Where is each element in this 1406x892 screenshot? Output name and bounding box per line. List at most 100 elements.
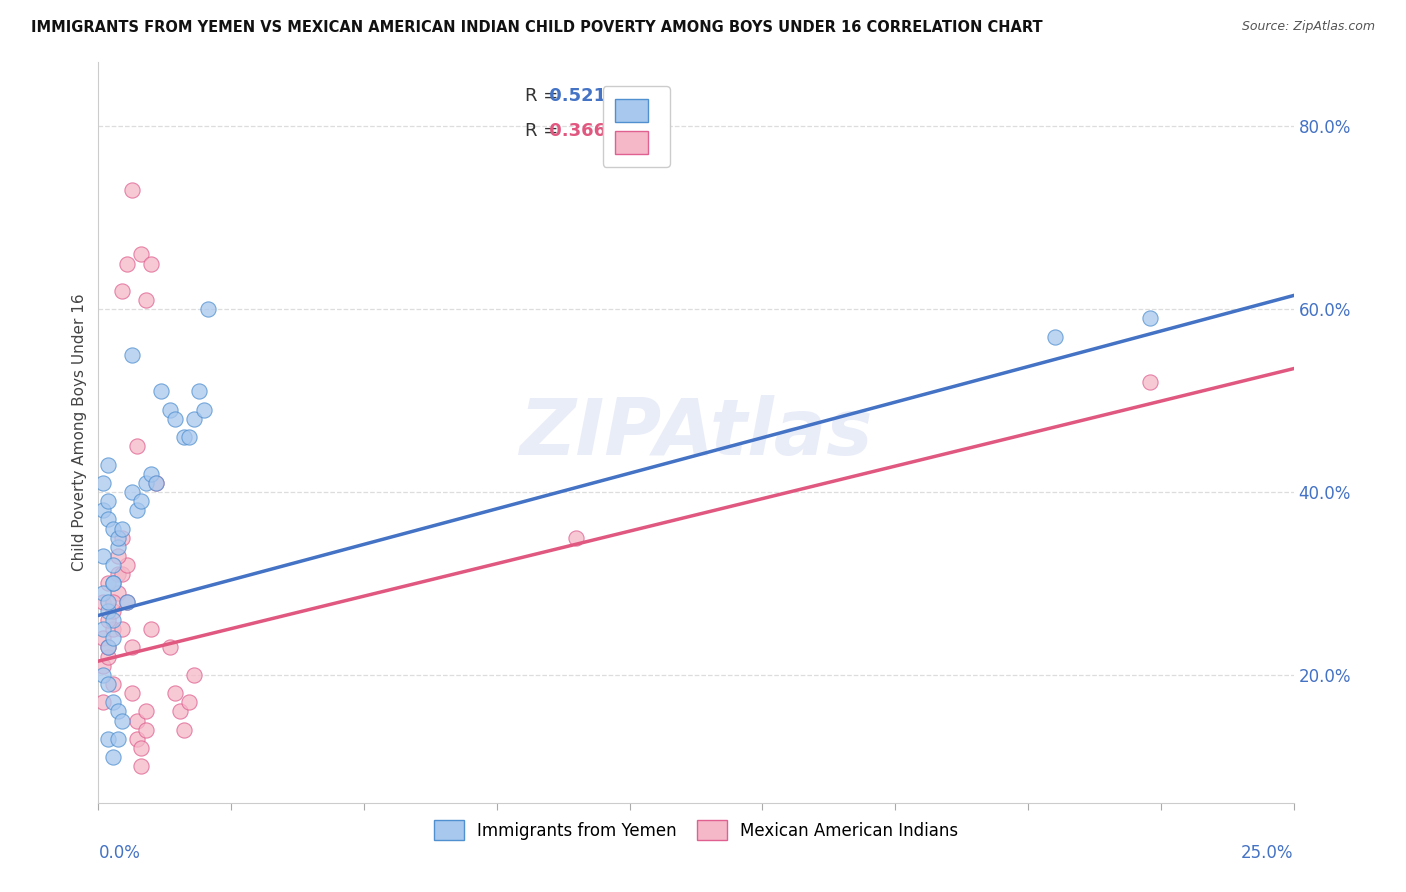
Point bbox=[139, 467, 162, 481]
Point bbox=[193, 402, 215, 417]
Point bbox=[101, 750, 124, 764]
Point bbox=[159, 402, 181, 417]
Point bbox=[97, 640, 120, 655]
Point bbox=[107, 549, 129, 563]
Point bbox=[125, 439, 148, 453]
Point bbox=[107, 567, 129, 582]
Point bbox=[183, 412, 205, 426]
Y-axis label: Child Poverty Among Boys Under 16: Child Poverty Among Boys Under 16 bbox=[72, 293, 87, 572]
Point bbox=[91, 585, 114, 599]
Point bbox=[91, 622, 114, 636]
Point bbox=[115, 256, 138, 270]
Point bbox=[101, 695, 124, 709]
Point bbox=[101, 595, 124, 609]
Point bbox=[179, 430, 201, 444]
Point bbox=[187, 384, 209, 399]
Point bbox=[565, 531, 588, 545]
Point bbox=[107, 731, 129, 746]
Point bbox=[115, 595, 138, 609]
Point bbox=[197, 302, 219, 317]
Point bbox=[1139, 311, 1161, 326]
Point bbox=[111, 567, 134, 582]
Point bbox=[107, 585, 129, 599]
Text: N =: N = bbox=[596, 121, 648, 139]
Point bbox=[145, 475, 167, 490]
Point bbox=[131, 741, 153, 756]
Text: 47: 47 bbox=[616, 87, 647, 104]
Point bbox=[97, 458, 120, 472]
Point bbox=[183, 668, 205, 682]
Point bbox=[101, 558, 124, 573]
Point bbox=[163, 686, 186, 700]
Point bbox=[91, 503, 114, 517]
Point bbox=[97, 640, 120, 655]
Text: R =: R = bbox=[524, 87, 564, 104]
Point bbox=[121, 183, 143, 197]
Point bbox=[91, 658, 114, 673]
Point bbox=[101, 677, 124, 691]
Point bbox=[111, 622, 134, 636]
Point bbox=[125, 503, 148, 517]
Point bbox=[131, 494, 153, 508]
Point bbox=[115, 558, 138, 573]
Text: 0.0%: 0.0% bbox=[98, 844, 141, 862]
Point bbox=[145, 475, 167, 490]
Point bbox=[97, 613, 120, 627]
Point bbox=[91, 475, 114, 490]
Point bbox=[97, 512, 120, 526]
Point bbox=[173, 723, 195, 737]
Point bbox=[169, 705, 191, 719]
Point bbox=[97, 677, 120, 691]
Point bbox=[107, 705, 129, 719]
Text: N =: N = bbox=[596, 87, 648, 104]
Point bbox=[97, 494, 120, 508]
Point bbox=[139, 622, 162, 636]
Point bbox=[131, 247, 153, 261]
Point bbox=[91, 549, 114, 563]
Point bbox=[91, 632, 114, 646]
Point bbox=[125, 731, 148, 746]
Text: 45: 45 bbox=[616, 121, 647, 139]
Text: 0.366: 0.366 bbox=[543, 121, 606, 139]
Legend: Immigrants from Yemen, Mexican American Indians: Immigrants from Yemen, Mexican American … bbox=[427, 814, 965, 847]
Point bbox=[115, 595, 138, 609]
Text: Source: ZipAtlas.com: Source: ZipAtlas.com bbox=[1241, 20, 1375, 33]
Point bbox=[1139, 376, 1161, 390]
Point bbox=[111, 531, 134, 545]
Point bbox=[91, 695, 114, 709]
Point bbox=[107, 540, 129, 554]
Point bbox=[121, 485, 143, 500]
Point bbox=[97, 595, 120, 609]
Point bbox=[101, 522, 124, 536]
Point bbox=[91, 595, 114, 609]
Point bbox=[107, 531, 129, 545]
Point bbox=[97, 731, 120, 746]
Text: 0.521: 0.521 bbox=[543, 87, 606, 104]
Text: IMMIGRANTS FROM YEMEN VS MEXICAN AMERICAN INDIAN CHILD POVERTY AMONG BOYS UNDER : IMMIGRANTS FROM YEMEN VS MEXICAN AMERICA… bbox=[31, 20, 1043, 35]
Point bbox=[179, 695, 201, 709]
Point bbox=[135, 705, 157, 719]
Point bbox=[111, 714, 134, 728]
Point bbox=[135, 475, 157, 490]
Point bbox=[97, 649, 120, 664]
Point bbox=[131, 759, 153, 773]
Point bbox=[1043, 329, 1066, 343]
Point bbox=[135, 723, 157, 737]
Point bbox=[159, 640, 181, 655]
Point bbox=[139, 256, 162, 270]
Point bbox=[111, 284, 134, 298]
Point bbox=[121, 686, 143, 700]
Text: 25.0%: 25.0% bbox=[1241, 844, 1294, 862]
Point bbox=[111, 522, 134, 536]
Text: ZIPAtlas: ZIPAtlas bbox=[519, 394, 873, 471]
Point bbox=[101, 576, 124, 591]
Point bbox=[101, 622, 124, 636]
Point bbox=[163, 412, 186, 426]
Point bbox=[121, 640, 143, 655]
Point bbox=[97, 576, 120, 591]
Point bbox=[101, 604, 124, 618]
Point bbox=[91, 668, 114, 682]
Point bbox=[121, 348, 143, 362]
Text: R =: R = bbox=[524, 121, 564, 139]
Point bbox=[101, 613, 124, 627]
